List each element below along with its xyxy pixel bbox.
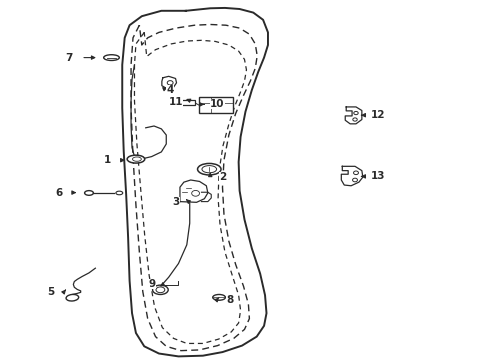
- Text: 8: 8: [225, 294, 233, 305]
- Ellipse shape: [84, 190, 93, 195]
- Ellipse shape: [116, 191, 122, 195]
- Text: 6: 6: [55, 188, 62, 198]
- Text: 2: 2: [219, 172, 226, 182]
- Bar: [199, 97, 233, 113]
- Text: 9: 9: [148, 279, 155, 289]
- Polygon shape: [345, 107, 361, 124]
- Polygon shape: [341, 166, 362, 186]
- Text: 13: 13: [370, 171, 385, 181]
- Text: 5: 5: [47, 287, 55, 297]
- Text: 7: 7: [65, 53, 72, 63]
- Text: 11: 11: [168, 96, 183, 107]
- Ellipse shape: [172, 101, 180, 105]
- Ellipse shape: [152, 285, 168, 294]
- Text: 3: 3: [172, 197, 180, 207]
- Ellipse shape: [197, 163, 221, 175]
- Ellipse shape: [212, 294, 225, 300]
- Text: 1: 1: [104, 155, 111, 165]
- Ellipse shape: [66, 294, 79, 301]
- Bar: [181, 100, 195, 105]
- Text: 12: 12: [370, 110, 385, 120]
- Text: 4: 4: [166, 85, 174, 95]
- Polygon shape: [180, 180, 207, 202]
- Ellipse shape: [103, 55, 119, 60]
- Ellipse shape: [127, 155, 144, 163]
- Text: 10: 10: [210, 99, 224, 109]
